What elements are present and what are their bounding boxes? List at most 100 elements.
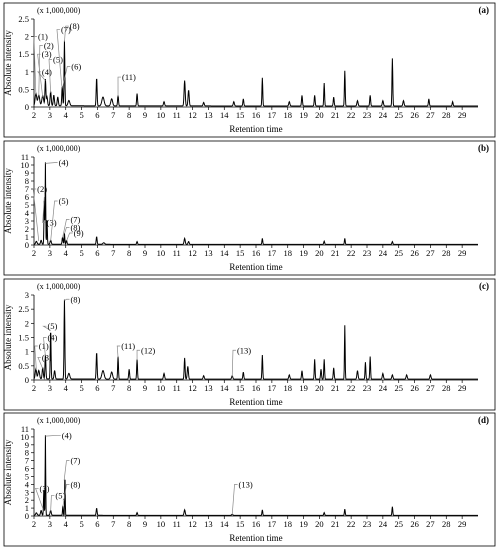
x-tick-label: 16 xyxy=(252,383,261,393)
x-tick-label: 23 xyxy=(363,383,372,393)
y-tick-label: 5 xyxy=(25,471,29,481)
peak-point xyxy=(96,78,97,79)
peak-point xyxy=(41,511,42,512)
x-tick-label: 12 xyxy=(188,383,197,393)
peak-label: (7) xyxy=(70,214,80,224)
x-tick-label: 9 xyxy=(143,519,147,529)
peak-label: (7) xyxy=(70,456,80,466)
peak-point xyxy=(324,241,325,242)
x-tick-label: 9 xyxy=(143,110,147,120)
x-tick-label: 20 xyxy=(315,110,324,120)
chromatogram-trace xyxy=(33,162,478,246)
peak-callout-line xyxy=(37,71,46,81)
x-tick-label: 8 xyxy=(127,519,131,529)
y-tick-label: 0 xyxy=(25,511,29,521)
peak-point xyxy=(370,357,371,358)
peak-point xyxy=(392,59,393,60)
y-axis-title: Absolute intensity xyxy=(3,30,13,96)
panel-frame xyxy=(3,2,496,138)
x-tick-label: 19 xyxy=(299,519,308,529)
x-tick-label: 4 xyxy=(64,519,69,529)
x-tick-label: 20 xyxy=(315,248,324,258)
x-tick-label: 13 xyxy=(204,110,213,120)
chromatogram-trace xyxy=(33,435,478,517)
y-tick-label: 11 xyxy=(21,424,29,434)
peak-point xyxy=(333,98,334,99)
y-tick-label: 1 xyxy=(25,347,29,357)
x-tick-label: 24 xyxy=(379,383,388,393)
x-tick-label: 21 xyxy=(331,519,340,529)
peak-point xyxy=(187,367,188,368)
peak-callout-line xyxy=(37,356,44,369)
peak-label: (1) xyxy=(38,32,48,42)
peak-callout-line xyxy=(34,345,38,371)
x-tick-label: 29 xyxy=(458,519,467,529)
x-tick-label: 20 xyxy=(315,519,324,529)
x-tick-label: 15 xyxy=(236,519,245,529)
peak-point xyxy=(344,238,345,239)
peak-point xyxy=(430,375,431,376)
peak-label: (5) xyxy=(47,321,57,331)
peak-point xyxy=(392,242,393,243)
x-axis-title: Retention time xyxy=(229,124,282,134)
scale-multiplier: (x 1,000,000) xyxy=(37,6,81,15)
peak-callout-line xyxy=(50,495,55,512)
peak-point xyxy=(46,98,47,99)
peak-label: (4) xyxy=(42,67,52,77)
x-tick-label: 28 xyxy=(442,110,451,120)
peak-point xyxy=(262,510,263,511)
x-tick-label: 22 xyxy=(347,519,356,529)
peak-point xyxy=(243,99,244,100)
peak-callout-line xyxy=(116,345,121,358)
peak-point xyxy=(68,374,69,375)
peak-callout-line xyxy=(117,76,122,97)
x-tick-label: 6 xyxy=(95,519,99,529)
peak-callout-line xyxy=(64,298,70,301)
peak-point xyxy=(233,102,234,103)
peak-callout-line xyxy=(231,349,236,377)
y-tick-label: 8 xyxy=(25,448,29,458)
x-axis-title: Retention time xyxy=(229,533,282,543)
peak-point xyxy=(57,98,58,99)
x-tick-label: 24 xyxy=(379,519,388,529)
y-axis-title: Absolute intensity xyxy=(3,439,13,505)
y-tick-label: 6 xyxy=(25,192,29,202)
peak-label: (4) xyxy=(62,430,72,440)
peak-point xyxy=(262,238,263,239)
peak-point xyxy=(262,78,263,79)
peak-point xyxy=(96,237,97,238)
scale-multiplier: (x 1,000,000) xyxy=(37,416,81,425)
x-tick-label: 6 xyxy=(95,383,99,393)
x-tick-label: 18 xyxy=(283,383,292,393)
x-tick-label: 12 xyxy=(188,248,197,258)
x-tick-label: 23 xyxy=(363,110,372,120)
peak-callout-line xyxy=(64,25,69,42)
peak-label: (9) xyxy=(74,228,84,238)
x-tick-label: 6 xyxy=(95,248,99,258)
peak-callout-line xyxy=(64,227,70,234)
x-tick-label: 22 xyxy=(347,248,356,258)
x-tick-label: 23 xyxy=(363,248,372,258)
peak-label: (3) xyxy=(47,218,57,228)
peak-point xyxy=(301,371,302,372)
peak-callout-line xyxy=(231,484,238,515)
peak-point xyxy=(406,375,407,376)
x-tick-label: 14 xyxy=(220,519,229,529)
x-tick-label: 27 xyxy=(426,248,435,258)
x-tick-label: 16 xyxy=(252,248,261,258)
x-tick-label: 5 xyxy=(79,383,83,393)
x-tick-label: 2 xyxy=(32,383,36,393)
y-tick-label: 3 xyxy=(25,216,29,226)
y-tick-label: 1.5 xyxy=(18,49,29,59)
peak-callout-line xyxy=(42,196,46,223)
peak-label: (8) xyxy=(70,479,80,489)
x-tick-label: 15 xyxy=(236,110,245,120)
x-tick-label: 2 xyxy=(32,519,36,529)
peak-callout-line xyxy=(33,36,37,95)
x-tick-label: 20 xyxy=(315,383,324,393)
x-tick-label: 3 xyxy=(48,110,52,120)
x-tick-label: 21 xyxy=(331,110,340,120)
peak-point xyxy=(370,96,371,97)
x-tick-label: 3 xyxy=(48,383,52,393)
x-tick-label: 29 xyxy=(458,248,467,258)
